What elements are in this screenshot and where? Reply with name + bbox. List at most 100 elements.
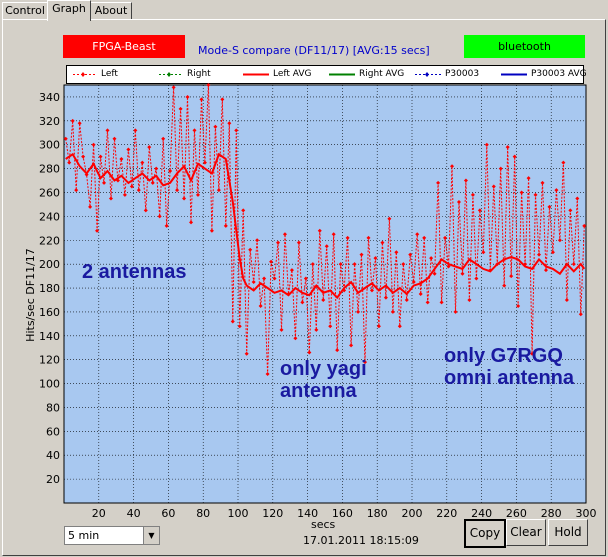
data-point [213,124,218,129]
x-tick-label: 140 [297,507,318,520]
y-tick-label: 280 [39,163,60,176]
data-point [380,240,385,245]
data-point [150,180,155,185]
x-tick-label: 40 [127,507,141,520]
data-point [373,256,378,261]
data-point [258,303,263,308]
data-point [126,147,131,152]
data-point [230,319,235,324]
x-tick-label: 120 [262,507,283,520]
data-point [328,324,333,329]
y-tick-label: 140 [39,330,60,343]
data-point [516,303,521,308]
annotation-only-g7rgq: only G7RGQ omni antenna [444,345,575,389]
data-point [390,309,395,314]
y-tick-label: 300 [39,139,60,152]
data-point [561,160,566,165]
x-tick-label: 200 [402,507,423,520]
fpga-beast-badge: FPGA-Beast [63,35,185,58]
x-tick-label: 180 [367,507,388,520]
data-point [143,208,148,213]
data-point [161,136,166,141]
data-point [102,180,107,185]
data-point [88,204,93,209]
y-tick-label: 80 [46,401,60,414]
data-point [255,238,260,243]
data-point [387,216,392,221]
data-point [300,300,305,305]
y-tick-label: 200 [39,258,60,271]
copy-button[interactable]: Copy [464,519,506,548]
data-point [91,142,96,147]
data-point [276,240,281,245]
data-point [129,184,134,189]
x-tick-label: 160 [332,507,353,520]
data-point [227,121,232,126]
interval-select[interactable]: 5 min ▼ [64,526,160,545]
legend-label: Right AVG [359,69,405,79]
data-point [147,145,152,150]
data-point [70,118,75,123]
tab-graph[interactable]: Graph [47,0,91,21]
data-point [216,188,221,193]
annotation-yagi-line1: only yagi [280,358,367,380]
y-tick-label: 40 [46,449,60,462]
legend-right-avg: Right AVG [325,66,411,83]
data-point [540,180,545,185]
data-point [530,351,535,356]
data-point [324,244,329,249]
data-point [547,204,552,209]
hold-button[interactable]: Hold [548,519,588,546]
data-point [112,136,117,141]
data-point [74,188,79,193]
data-point [77,121,82,126]
data-point [450,164,455,169]
chevron-down-icon[interactable]: ▼ [143,527,159,544]
data-point [206,83,211,87]
data-point [439,300,444,305]
data-point [425,300,430,305]
data-point [269,259,274,264]
data-point [234,128,239,133]
data-point [557,238,562,243]
data-point [436,180,441,185]
x-tick-label: 20 [92,507,106,520]
data-point [157,214,162,219]
data-point [443,235,448,240]
data-point [67,160,72,165]
data-point [122,192,127,197]
data-point [366,235,371,240]
data-point [81,154,86,159]
data-point [411,280,416,285]
data-point [582,223,587,228]
data-point [289,268,294,273]
x-tick-label: 280 [541,507,562,520]
data-point [383,295,388,300]
data-point [359,252,364,257]
data-point [95,228,100,233]
data-point [404,297,409,302]
y-tick-label: 260 [39,186,60,199]
data-point [199,97,204,102]
clear-button[interactable]: Clear [506,519,546,546]
data-point [303,276,308,281]
y-tick-label: 320 [39,115,60,128]
annotation-2-antennas: 2 antennas [82,261,186,283]
data-point [331,232,336,237]
data-point [237,324,242,329]
bluetooth-badge: bluetooth [464,35,585,58]
data-point [453,309,458,314]
x-tick-label: 260 [506,507,527,520]
data-point [168,168,173,173]
data-point [349,343,354,348]
data-point [338,262,343,267]
data-point [209,228,214,233]
data-point [248,247,253,252]
data-point [446,264,451,269]
data-point [335,348,340,353]
graph-panel [2,19,606,556]
data-point [119,157,124,162]
data-point [185,94,190,99]
x-tick-label: 80 [196,507,210,520]
y-tick-label: 240 [39,210,60,223]
